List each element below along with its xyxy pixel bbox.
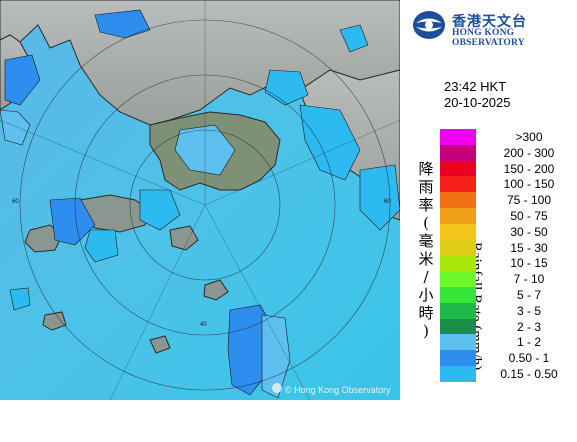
legend-row: 0.15 - 0.50 <box>440 365 574 382</box>
range-label-1: 40 <box>200 322 207 328</box>
legend-row: 2 - 3 <box>440 318 574 335</box>
legend-swatch <box>440 255 476 272</box>
observation-time: 23:42 HKT <box>444 79 507 94</box>
legend-row: 10 - 15 <box>440 255 574 272</box>
legend-panel: 香港天文台 HONG KONG OBSERVATORY 23:42 HKT 20… <box>400 0 577 400</box>
island-a <box>24 224 63 253</box>
legend-row: 50 - 75 <box>440 207 574 224</box>
legend-row: 0.50 - 1 <box>440 350 574 366</box>
legend-title-cn: 降雨率(毫米 / 小時) <box>418 160 434 340</box>
range-label-3: 60 <box>12 199 19 205</box>
legend-label: 3 - 5 <box>516 303 541 318</box>
legend-label: 75 - 100 <box>506 193 552 208</box>
legend-swatch <box>440 223 476 240</box>
legend-row: 5 - 7 <box>440 286 574 303</box>
legend-row: 75 - 100 <box>440 192 574 208</box>
legend-label: 7 - 10 <box>513 272 545 287</box>
legend-rows: >300 200 - 300 150 - 200 100 - 150 75 - 100 5… <box>440 129 574 382</box>
legend-swatch <box>440 207 476 224</box>
legend-label: 2 - 3 <box>516 319 541 334</box>
legend-row: >300 <box>440 129 574 145</box>
island-d <box>42 311 67 331</box>
legend-label: 0.15 - 0.50 <box>500 366 558 381</box>
legend-swatch <box>440 192 476 208</box>
legend-label: 200 - 300 <box>503 145 555 160</box>
range-spokes <box>0 0 400 400</box>
legend-label: >300 <box>515 130 543 144</box>
legend-label: 1 - 2 <box>516 335 541 350</box>
island-c <box>203 279 229 301</box>
legend-swatch <box>440 318 476 335</box>
legend-swatch <box>440 176 476 193</box>
legend-swatch <box>440 334 476 351</box>
legend-swatch <box>440 129 476 145</box>
legend-row: 15 - 30 <box>440 239 574 256</box>
legend-label: 30 - 50 <box>510 224 548 239</box>
legend-row: 1 - 2 <box>440 334 574 351</box>
legend-row: 30 - 50 <box>440 223 574 240</box>
radar-map[interactable]: 40 60 60 © Hong Kong Observatory <box>0 0 400 400</box>
legend-label: 5 - 7 <box>516 287 541 302</box>
legend-row: 200 - 300 <box>440 144 574 161</box>
org-name-cn: 香港天文台 <box>452 14 527 30</box>
legend-swatch <box>440 286 476 303</box>
legend-swatch <box>440 144 476 161</box>
range-label-2: 60 <box>384 199 391 205</box>
legend-swatch <box>440 350 476 366</box>
legend-label: 0.50 - 1 <box>508 351 550 366</box>
org-name-en: HONG KONG OBSERVATORY <box>452 28 525 48</box>
island-b <box>169 225 199 251</box>
legend-row: 7 - 10 <box>440 271 574 287</box>
watermark-logo <box>272 383 282 393</box>
legend-row: 150 - 200 <box>440 160 574 177</box>
legend-label: 15 - 30 <box>510 240 548 255</box>
rain-echoes <box>0 9 400 399</box>
legend-label: 10 - 15 <box>510 256 548 271</box>
observatory-logo: 香港天文台 HONG KONG OBSERVATORY <box>412 8 572 48</box>
logo-emblem-icon <box>413 11 445 39</box>
legend-row: 100 - 150 <box>440 176 574 193</box>
legend-swatch <box>440 302 476 319</box>
island-e <box>149 335 171 354</box>
legend-label: 50 - 75 <box>510 208 548 223</box>
legend-swatch <box>440 365 476 382</box>
legend-swatch <box>440 160 476 177</box>
legend-row: 3 - 5 <box>440 302 574 319</box>
legend-swatch <box>440 239 476 256</box>
copyright-text: © Hong Kong Observatory <box>285 385 391 395</box>
legend-label: 100 - 150 <box>503 177 555 192</box>
legend-swatch <box>440 271 476 287</box>
legend-label: 150 - 200 <box>503 161 555 176</box>
range-labels: 40 60 60 <box>12 199 391 328</box>
observation-date: 20-10-2025 <box>444 95 511 110</box>
